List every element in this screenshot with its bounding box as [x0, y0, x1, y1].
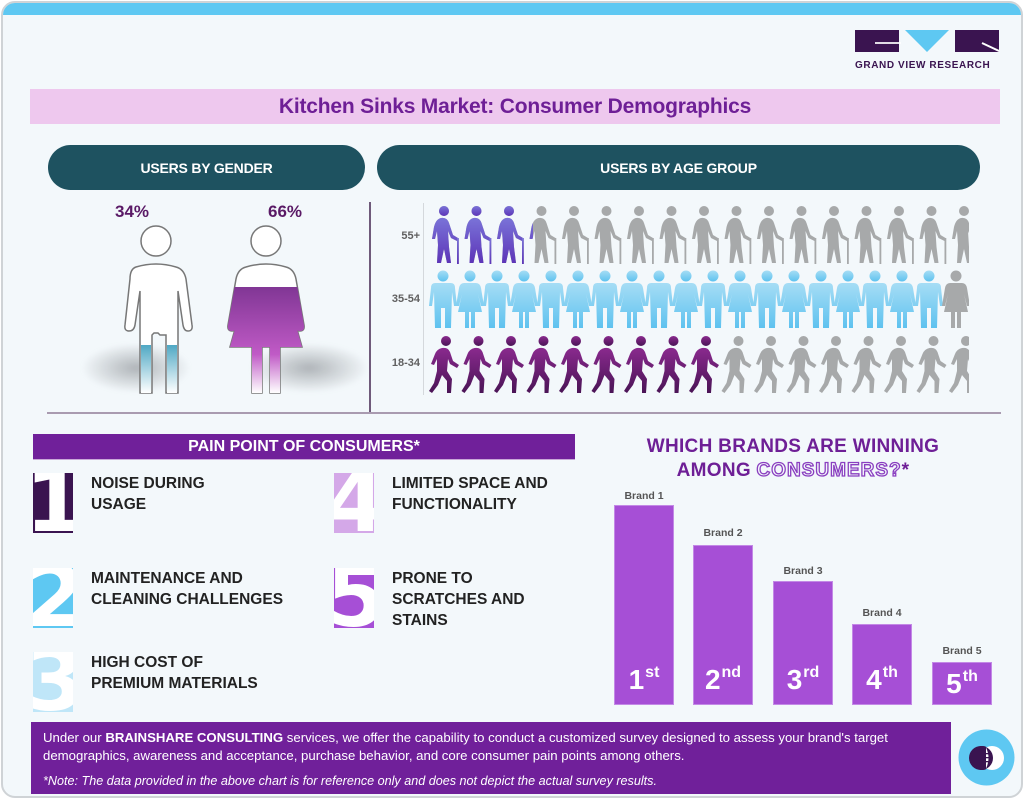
brand-1-label: Brand 1 — [624, 490, 664, 502]
number-5-icon: 5 — [334, 568, 374, 628]
male-percentage: 34% — [115, 202, 150, 221]
number-4-icon: 4 — [334, 473, 374, 533]
age-axis — [423, 203, 424, 395]
number-2-icon: 2 — [33, 568, 73, 628]
pain-point-2-text: MAINTENANCE AND CLEANING CHALLENGES — [91, 570, 284, 608]
page-title: Kitchen Sinks Market: Consumer Demograph… — [278, 94, 752, 118]
brand-2-label: Brand 2 — [703, 527, 743, 539]
couple-holding-hands-icon-row — [429, 270, 969, 328]
section-divider-horizontal — [47, 412, 1001, 414]
age-row-55-plus — [429, 205, 969, 265]
brand-3-label: Brand 3 — [783, 565, 823, 577]
footer-description: Under our BRAINSHARE CONSULTING services… — [43, 730, 888, 763]
age-row-18-34 — [429, 335, 969, 395]
logo-text: GRAND VIEW RESEARCH — [855, 60, 991, 71]
pain-point-3-text: HIGH COST OF PREMIUM MATERIALS — [91, 654, 258, 692]
number-1-icon: 1 — [33, 473, 73, 533]
number-3-icon: 3 — [33, 652, 73, 712]
section-divider-vertical — [369, 202, 371, 414]
walking-person-icon-row — [429, 336, 969, 393]
logo-mark-icon — [855, 30, 999, 52]
age-label-35-54: 35-54 — [391, 293, 420, 305]
female-figure-icon — [227, 225, 305, 394]
age-label-18-34: 18-34 — [391, 357, 420, 369]
pain-point-5-text: PRONE TO SCRATCHES AND STAINS — [392, 570, 525, 629]
male-figure-icon — [124, 225, 193, 394]
pain-point-4-text: LIMITED SPACE AND FUNCTIONALITY — [392, 475, 548, 513]
users-by-age-header: USERS BY AGE GROUP — [377, 145, 980, 190]
top-accent-bar — [3, 3, 1021, 15]
users-by-gender-header: USERS BY GENDER — [48, 145, 365, 190]
footer-note: *Note: The data provided in the above ch… — [43, 774, 657, 788]
age-label-55-plus: 55+ — [401, 230, 420, 242]
brand-4-label: Brand 4 — [862, 607, 902, 619]
brand-5-bar: 5th — [932, 662, 992, 705]
elderly-cane-icon-row — [432, 206, 969, 264]
brand-3-bar: 3rd — [773, 581, 833, 705]
pain-points-header: PAIN POINT OF CONSUMERS* — [33, 434, 575, 460]
pain-point-1-text: NOISE DURING USAGE — [91, 475, 205, 513]
title-banner: Kitchen Sinks Market: Consumer Demograph… — [30, 89, 1000, 124]
female-shadow — [249, 343, 369, 393]
age-row-35-54 — [429, 270, 969, 330]
brand-2-bar: 2nd — [693, 545, 753, 705]
female-percentage: 66% — [268, 202, 303, 221]
footer-banner: Under our BRAINSHARE CONSULTING services… — [31, 722, 951, 794]
brand-4-bar: 4th — [852, 624, 912, 705]
grand-view-research-logo: GRAND VIEW RESEARCH — [855, 30, 999, 74]
brand-1-bar: 1st — [614, 505, 674, 705]
brand-5-label: Brand 5 — [942, 645, 982, 657]
brainshare-icon[interactable] — [958, 729, 1015, 786]
brands-chart-title: WHICH BRANDS ARE WINNING AMONG CONSUMERS… — [646, 436, 940, 482]
